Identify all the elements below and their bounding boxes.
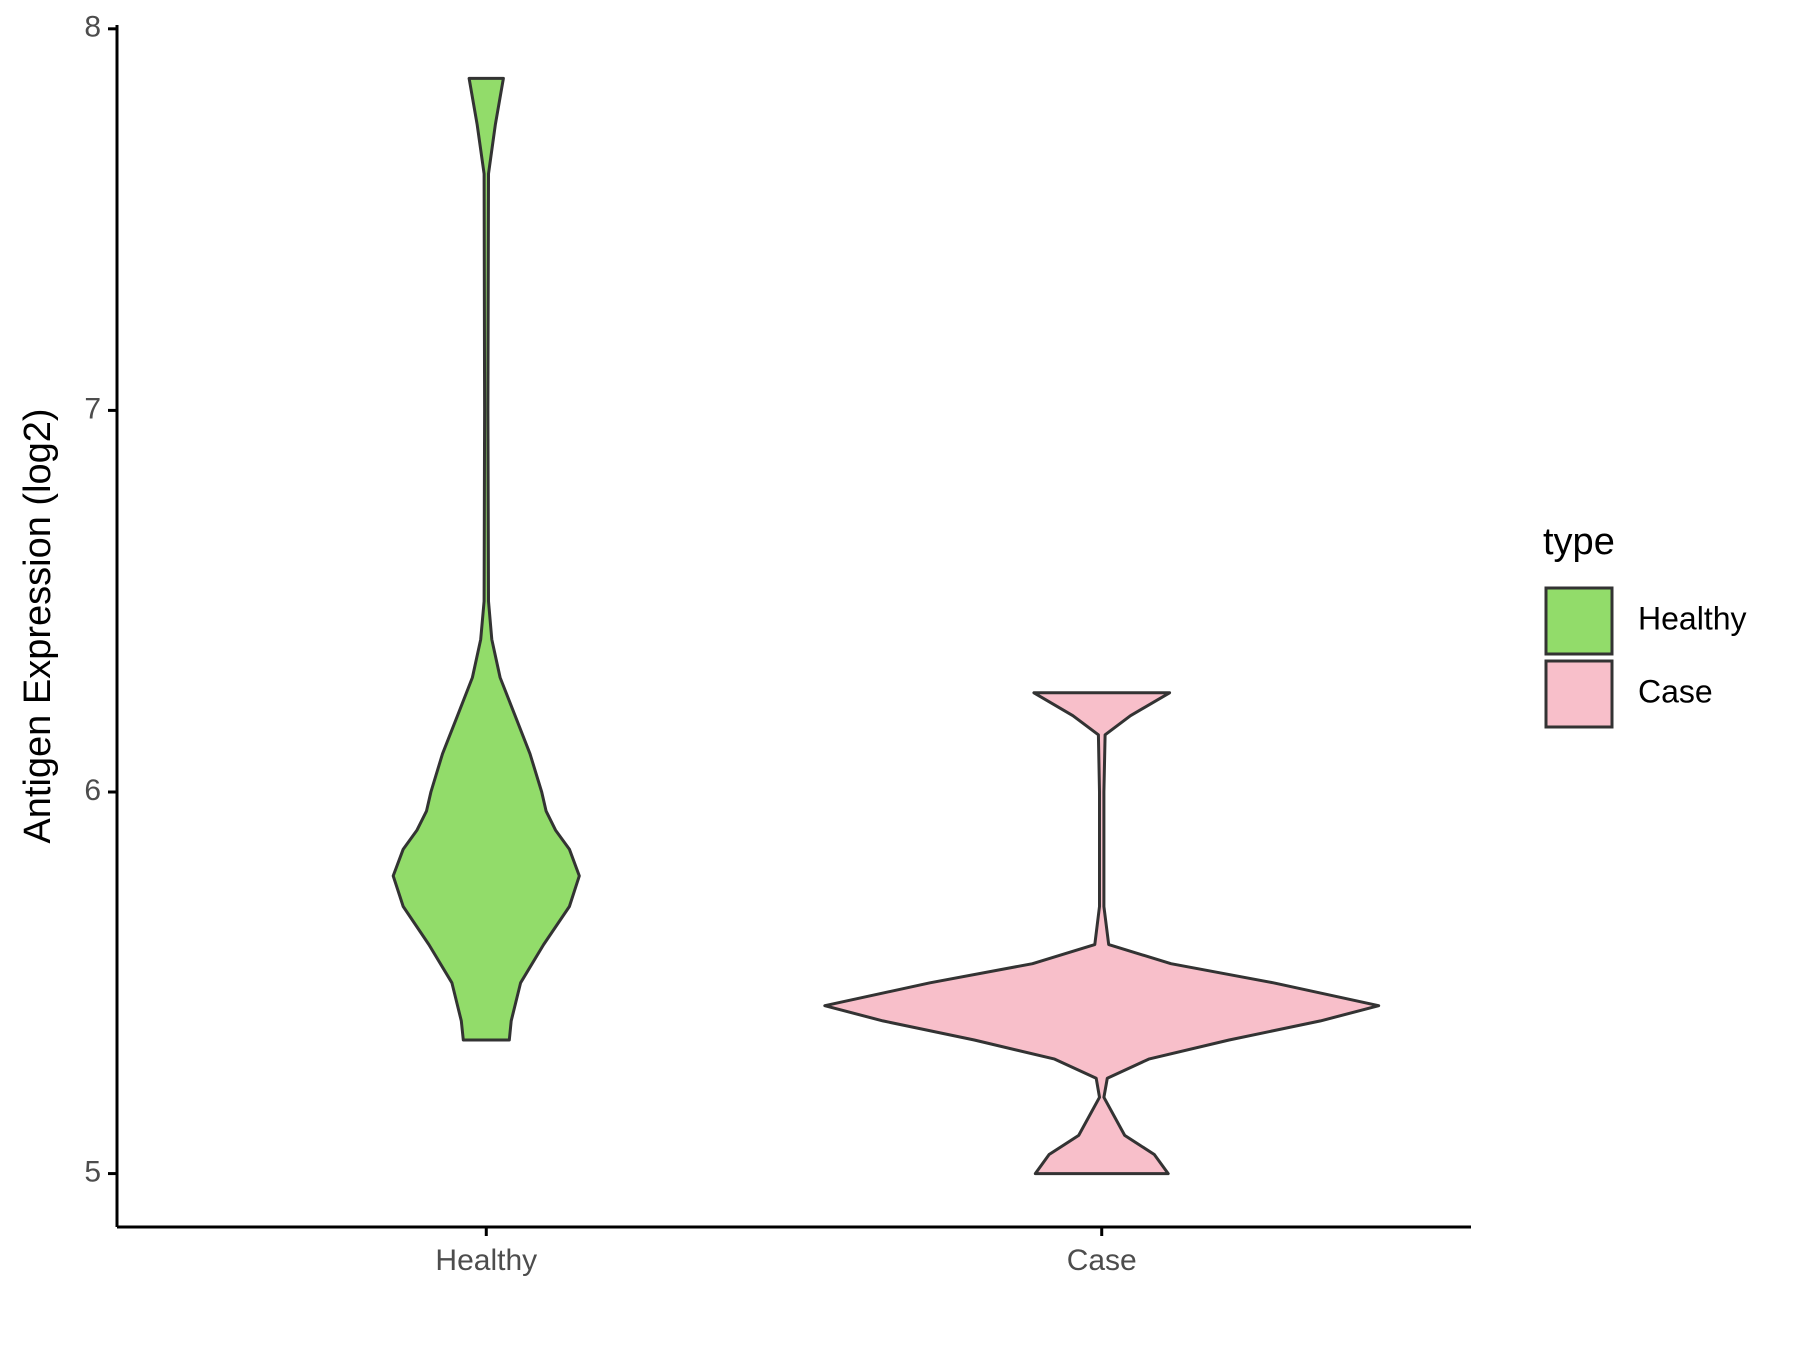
violin — [823, 691, 1381, 1176]
legend-label: Healthy — [1638, 600, 1747, 636]
legend-title: type — [1543, 521, 1615, 563]
violin — [391, 76, 581, 1042]
x-tick-label: Case — [1067, 1244, 1137, 1277]
y-axis-title: Antigen Expression (log2) — [17, 408, 59, 843]
legend-key — [1544, 586, 1614, 656]
legend-key — [1544, 659, 1614, 729]
y-tick-label: 7 — [84, 392, 101, 425]
legend-label: Case — [1638, 673, 1713, 709]
y-tick-label: 5 — [84, 1155, 101, 1188]
x-tick-label: Healthy — [435, 1244, 537, 1277]
y-tick-label: 6 — [84, 774, 101, 807]
y-tick-label: 8 — [84, 11, 101, 44]
